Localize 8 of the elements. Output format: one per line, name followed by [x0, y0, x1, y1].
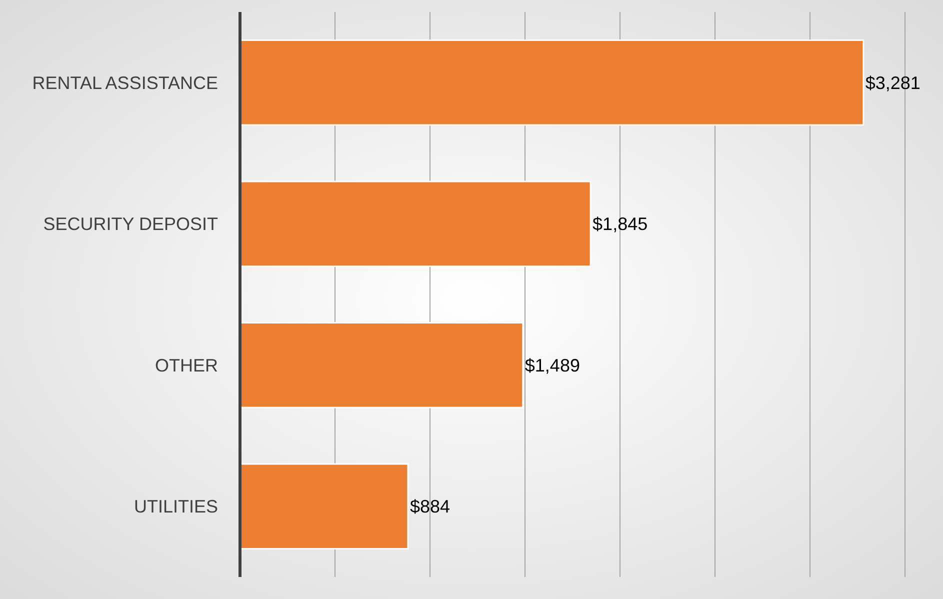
data-label: $1,845: [592, 214, 648, 234]
data-label: $1,489: [524, 355, 580, 376]
data-label: $3,281: [865, 72, 920, 93]
y-tick-label: RENTAL ASSISTANCE: [32, 72, 218, 93]
y-tick-label: OTHER: [155, 355, 218, 376]
y-tick-label: SECURITY DEPOSIT: [43, 214, 218, 234]
data-label: $884: [410, 496, 450, 517]
y-tick-label: UTILITIES: [134, 496, 218, 517]
